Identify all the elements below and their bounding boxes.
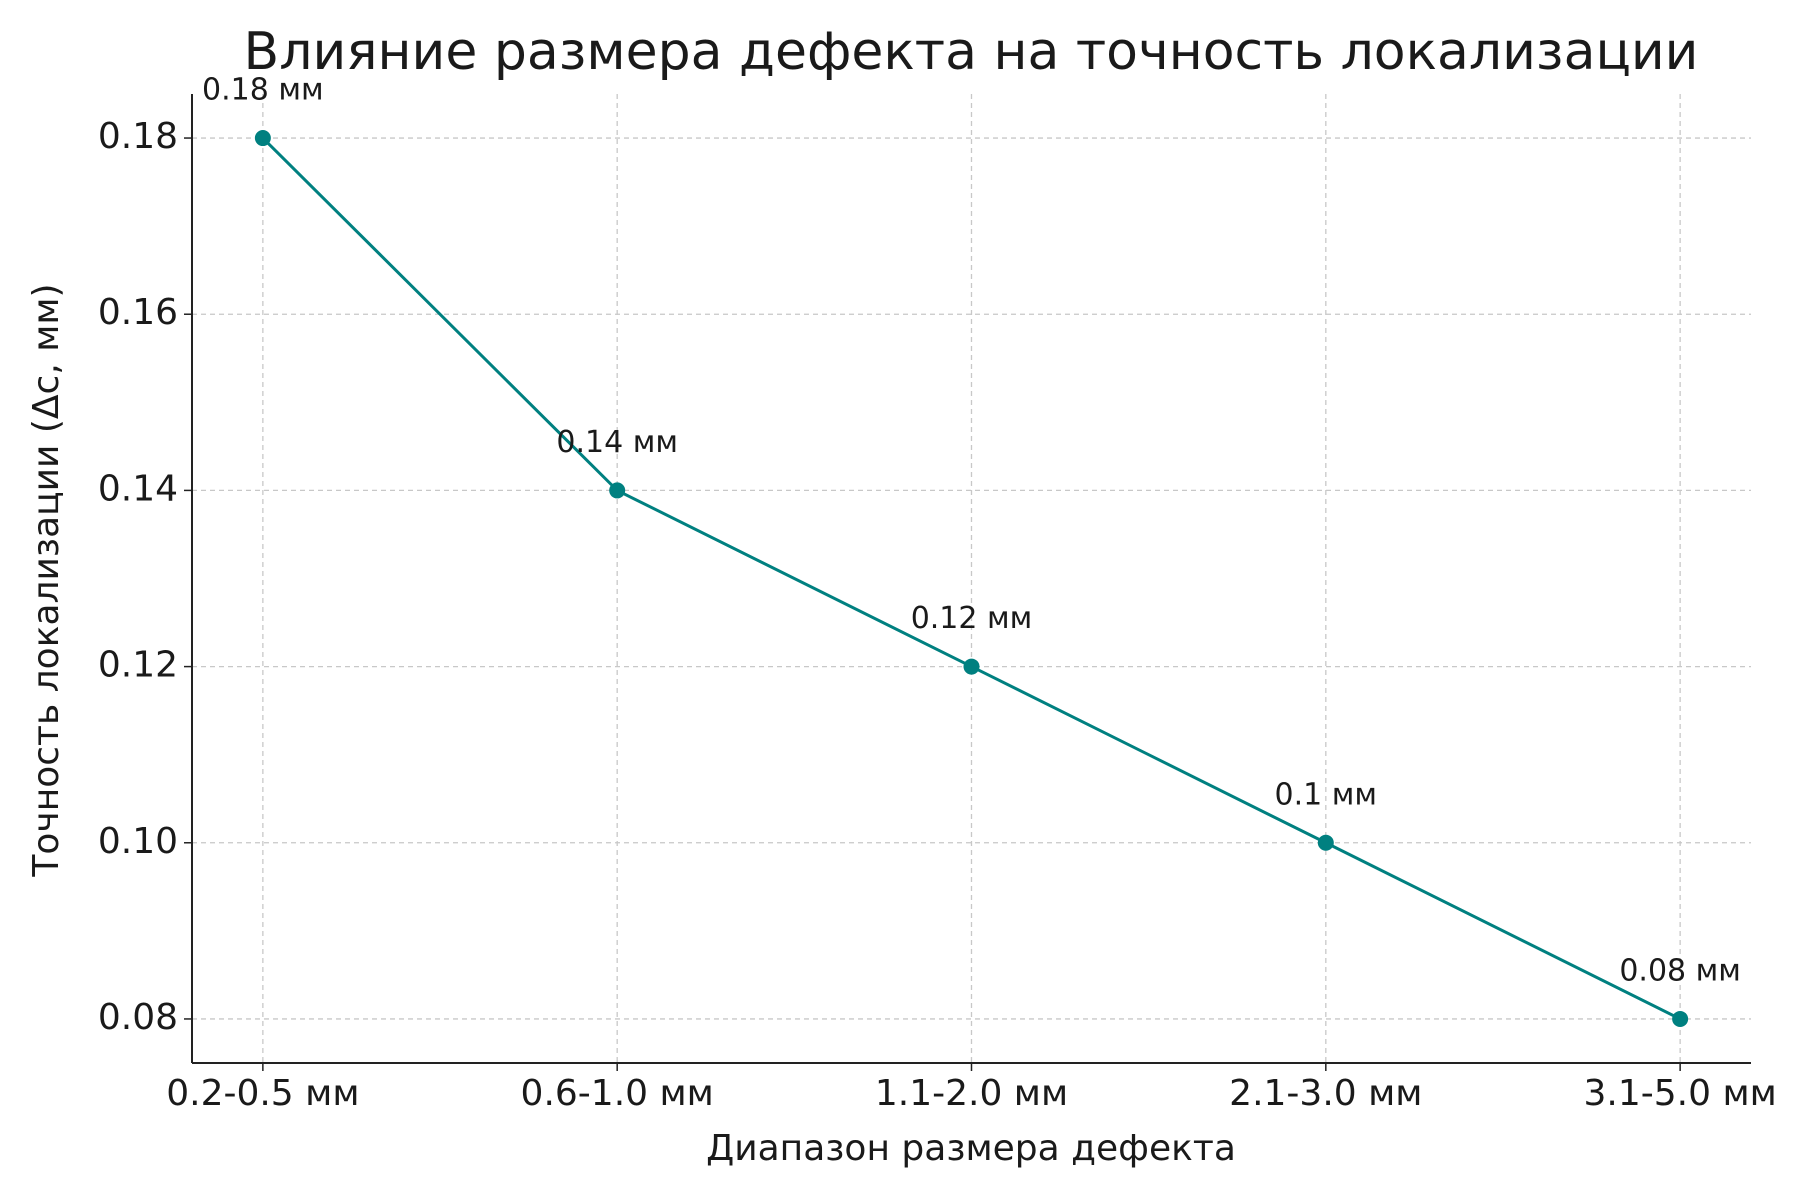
point [963,658,980,675]
x-tick-label: 2.1-3.0 мм [1229,1073,1422,1114]
value-label: 0.1 мм [1275,777,1378,812]
point [609,482,626,499]
value-label: 0.08 мм [1619,953,1741,988]
chart-title: Влияние размера дефекта на точность лока… [244,22,1699,82]
point [1317,834,1334,851]
y-tick-label: 0.10 [98,821,178,862]
value-label: 0.12 мм [911,601,1033,636]
y-axis-label: Точность локализации (Δc, мм) [26,283,67,877]
x-tick-label: 0.2-0.5 мм [166,1073,359,1114]
point [254,130,271,147]
point [1672,1010,1689,1027]
y-tick-label: 0.14 [98,468,178,509]
y-tick-label: 0.08 [98,997,178,1038]
y-tick-label: 0.16 [98,292,178,333]
y-tick-label: 0.18 [98,116,178,157]
value-label: 0.14 мм [556,425,678,460]
x-tick-label: 3.1-5.0 мм [1584,1073,1777,1114]
x-axis-label: Диапазон размера дефекта [706,1128,1236,1169]
y-tick-label: 0.12 [98,645,178,686]
value-label: 0.18 мм [202,73,324,108]
x-tick-label: 0.6-1.0 мм [521,1073,714,1114]
x-tick-label: 1.1-2.0 мм [875,1073,1068,1114]
